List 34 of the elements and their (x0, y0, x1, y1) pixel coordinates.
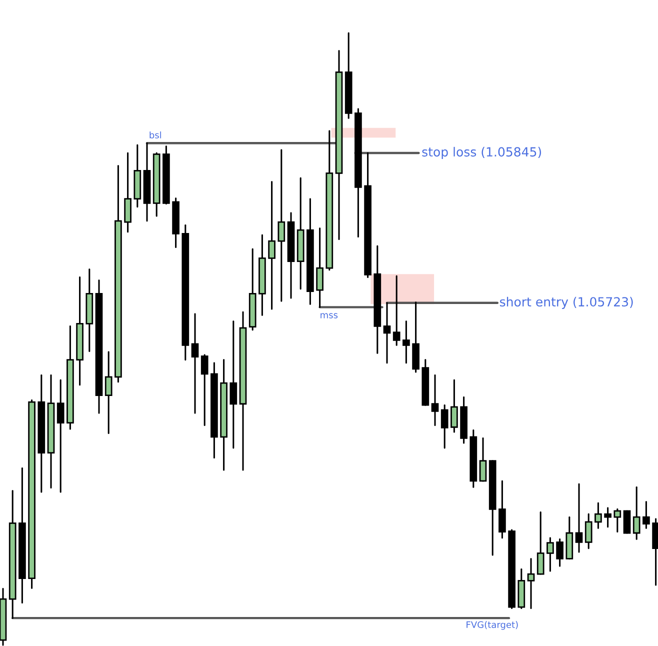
candlestick (604, 507, 612, 528)
candlestick (200, 354, 208, 426)
ref-line-label: stop loss (1.05845) (422, 146, 542, 159)
ref-line-label: mss (320, 313, 338, 318)
ref-line-label: FVG(target) (466, 621, 518, 630)
candlestick (383, 302, 391, 364)
candlestick (124, 152, 132, 233)
candlestick (575, 483, 583, 553)
candlestick (440, 404, 448, 449)
candlestick (536, 511, 544, 575)
candlestick (316, 227, 324, 308)
candlestick (402, 320, 410, 364)
candlestick (632, 486, 640, 540)
candlestick (230, 320, 238, 449)
candlestick (268, 180, 276, 310)
candlestick (556, 538, 564, 567)
candlestick (56, 379, 64, 493)
candlestick (191, 313, 199, 414)
candlestick (614, 508, 622, 533)
candlestick (450, 379, 458, 433)
candlestick (584, 513, 592, 550)
candlestick (104, 351, 112, 434)
candlestick (278, 149, 286, 302)
ref-line-label: bsl (150, 131, 162, 138)
candlestick (623, 510, 631, 534)
candlestick (546, 537, 554, 572)
candlestick (527, 558, 535, 610)
candlestick (392, 275, 400, 346)
candlestick (498, 480, 506, 539)
candlestick (479, 437, 487, 482)
candlestick (431, 374, 439, 426)
candlestick (642, 501, 650, 529)
ref-line-label: short entry (1.05723) (500, 296, 633, 309)
candlestick (594, 502, 602, 529)
